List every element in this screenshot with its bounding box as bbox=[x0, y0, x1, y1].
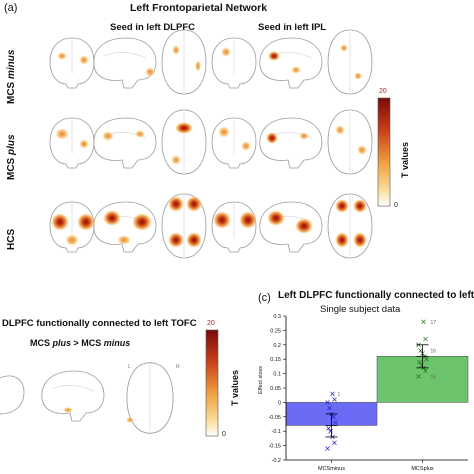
subject-marker bbox=[423, 336, 428, 342]
y-tick-label: 0.15 bbox=[270, 357, 281, 363]
subject-marker bbox=[416, 374, 421, 379]
y-tick-label: 0.2 bbox=[273, 343, 281, 349]
panel-b-colorbar bbox=[205, 329, 219, 437]
y-tick-label: 0.05 bbox=[270, 386, 281, 392]
y-tick-label: -0.2 bbox=[272, 458, 281, 464]
effect-size-chart: -0.2 -0.15 -0.1 -0.05 0 0.05 0.1 0.15 0.2 0.25 0.3… bbox=[258, 314, 469, 472]
x-axis-labels: MCSminus MCSplus bbox=[318, 460, 434, 472]
subject-marker bbox=[332, 397, 337, 402]
subject-marker bbox=[332, 440, 337, 445]
panel-a-colorbar-label: T values bbox=[400, 141, 410, 178]
y-tick-label: 0.1 bbox=[273, 372, 281, 378]
svg-text:R: R bbox=[176, 364, 180, 370]
panel-a-title: Left Frontoparietal Network bbox=[130, 2, 268, 14]
seed-dlpfc-label: Seed in left DLPFC bbox=[110, 22, 195, 33]
x-tick-label: MCSminus bbox=[318, 466, 345, 472]
point-label: 15 bbox=[431, 374, 437, 380]
chart-title: Left DLPFC functionally connected to lef… bbox=[278, 290, 474, 301]
subject-marker bbox=[417, 359, 422, 365]
y-tick-label: 0 bbox=[278, 400, 281, 406]
panel-a-colorbar bbox=[377, 97, 391, 207]
panel-a-colorbar-max: 20 bbox=[379, 88, 387, 95]
y-axis-ticks: -0.2 -0.15 -0.1 -0.05 0 0.05 0.1 0.15 0.2 0.25 0.3 bbox=[268, 314, 286, 464]
row-hcs-brains bbox=[49, 193, 373, 259]
subject-marker bbox=[326, 426, 331, 431]
panel-a-letter: (a) bbox=[4, 2, 18, 14]
y-axis-label: Effect sizes bbox=[258, 366, 264, 394]
subject-marker bbox=[331, 414, 336, 420]
row-mcs-minus-brains bbox=[49, 29, 373, 95]
y-tick-label: 0.3 bbox=[273, 314, 281, 320]
panel-b-colorbar-label: T values bbox=[230, 369, 240, 406]
seed-ipl-label: Seed in left IPL bbox=[258, 22, 327, 33]
y-tick-label: -0.05 bbox=[268, 415, 281, 421]
y-tick-label: -0.15 bbox=[268, 444, 281, 450]
subject-marker bbox=[327, 405, 332, 411]
y-tick-label: 0.25 bbox=[270, 328, 281, 334]
y-tick-label: -0.1 bbox=[272, 429, 281, 435]
point-label: 16 bbox=[431, 349, 437, 355]
subject-points: 17 16 15 1 bbox=[325, 319, 437, 451]
subject-marker bbox=[421, 319, 426, 325]
subject-marker bbox=[423, 368, 428, 373]
panel-b-colorbar-min: 0 bbox=[222, 431, 226, 438]
panel-b-brains: L R bbox=[0, 362, 180, 434]
subject-marker bbox=[333, 420, 338, 425]
chart-subtitle: Single subject data bbox=[320, 304, 401, 315]
subject-marker bbox=[418, 348, 423, 353]
panel-b-contrast: MCS plus > MCS minus bbox=[30, 338, 131, 348]
point-label: 17 bbox=[431, 320, 437, 326]
bars bbox=[285, 356, 469, 426]
subject-marker bbox=[330, 391, 335, 397]
panel-b-colorbar-max: 20 bbox=[207, 320, 215, 327]
row-mcs-plus-brains bbox=[49, 109, 373, 175]
panel-c-letter: (c) bbox=[258, 292, 271, 304]
panel-b-title: DLPFC functionally connected to left TOF… bbox=[2, 318, 197, 329]
subject-marker bbox=[325, 446, 330, 451]
x-tick-label: MCSplus bbox=[411, 466, 434, 472]
svg-text:L: L bbox=[128, 364, 131, 370]
subject-marker bbox=[424, 356, 429, 362]
panel-a-colorbar-min: 0 bbox=[394, 202, 398, 209]
point-label: 1 bbox=[338, 392, 341, 398]
subject-marker bbox=[325, 400, 330, 405]
